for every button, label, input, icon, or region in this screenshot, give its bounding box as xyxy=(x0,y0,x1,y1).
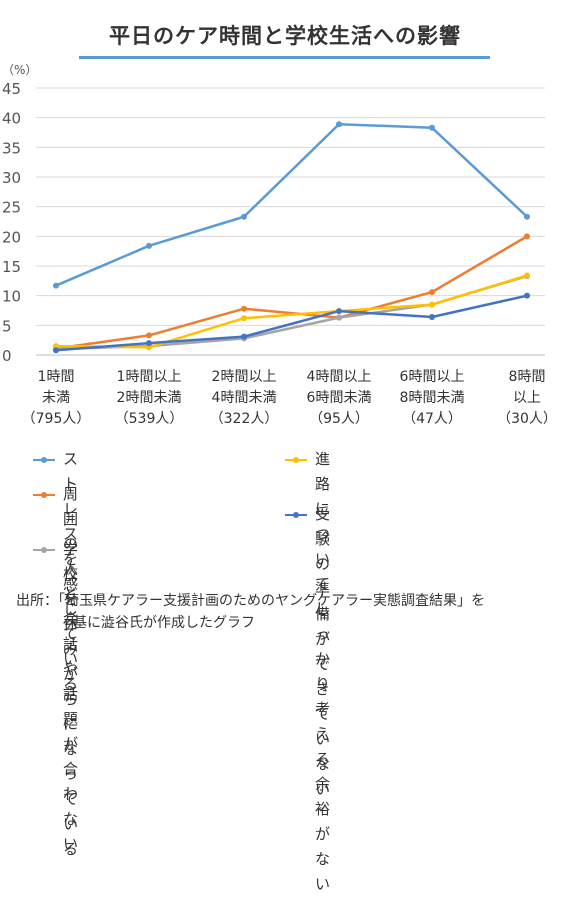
legend-item-exam: 受験の準備ができていない xyxy=(285,505,330,802)
data-point-1-1 xyxy=(146,332,152,339)
y-tick-label-40: 40 xyxy=(2,110,21,128)
data-point-3-0 xyxy=(53,343,59,350)
data-point-4-1 xyxy=(146,340,152,347)
data-point-3-1 xyxy=(146,344,152,351)
data-point-0-1 xyxy=(146,242,152,249)
y-tick-label-20: 20 xyxy=(2,228,21,246)
data-point-1-4 xyxy=(429,289,435,296)
y-tick-label-35: 35 xyxy=(2,139,21,157)
y-tick-label-15: 15 xyxy=(2,258,21,276)
series-line-3 xyxy=(54,274,529,349)
x-tick-label-0-3: （795人） xyxy=(22,411,91,427)
data-point-3-5 xyxy=(524,272,530,279)
y-tick-label-45: 45 xyxy=(2,80,21,98)
x-tick-label-1-3: （539人） xyxy=(115,411,184,427)
y-tick-label-5: 5 xyxy=(2,317,12,335)
data-point-0-2 xyxy=(241,213,247,220)
x-tick-label-3-1: 4時間以上 xyxy=(307,369,372,385)
x-tick-label-0-2: 未満 xyxy=(42,390,70,406)
y-tick-label-25: 25 xyxy=(2,199,21,217)
title-underline xyxy=(79,56,490,59)
x-tick-label-2-1: 2時間以上 xyxy=(212,369,277,385)
data-point-4-3 xyxy=(336,308,342,315)
data-point-4-5 xyxy=(524,292,530,299)
x-tick-label-3-3: （95人） xyxy=(309,411,369,427)
x-tick-label-4-2: 8時間未満 xyxy=(400,390,465,406)
data-point-0-4 xyxy=(429,124,435,131)
x-tick-label-5-3: （30人） xyxy=(497,411,557,427)
series-line-4 xyxy=(54,294,529,352)
series-line-0 xyxy=(54,122,529,287)
data-point-0-3 xyxy=(336,121,342,128)
x-tick-label-5-2: 以上 xyxy=(513,390,541,406)
source-line-2: 基に澁谷氏が作成したグラフ xyxy=(73,615,255,631)
x-tick-label-1-2: 2時間未満 xyxy=(117,390,182,406)
legend-label-exam: 受験の準備ができていない xyxy=(315,505,331,798)
x-tick-label-4-3: （47人） xyxy=(402,411,462,427)
legend-swatch-conversation xyxy=(33,487,55,501)
source-note: 出所：「埼玉県ケアラー支援計画のためのヤングケアラー実態調査結果」を 基に澁谷氏… xyxy=(16,590,561,634)
source-line-1: 出所：「埼玉県ケアラー支援計画のためのヤングケアラー実態調査結果」を xyxy=(16,593,485,609)
legend-swatch-absence xyxy=(33,542,55,556)
legend-swatch-exam xyxy=(285,507,307,521)
legend-swatch-stress xyxy=(33,452,55,466)
chart-title: 平日のケア時間と学校生活への影響 xyxy=(109,24,461,48)
data-point-3-4 xyxy=(429,301,435,308)
data-point-2-3 xyxy=(336,314,342,321)
data-point-1-2 xyxy=(241,305,247,312)
x-tick-label-5-1: 8時間 xyxy=(509,369,546,385)
data-point-4-0 xyxy=(53,347,59,354)
data-point-3-2 xyxy=(241,315,247,322)
x-tick-label-2-2: 4時間未満 xyxy=(212,390,277,406)
x-tick-label-0-1: 1時間 xyxy=(38,369,75,385)
x-tick-label-3-2: 6時間未満 xyxy=(307,390,372,406)
legend-label-absence: 学校を休みがちになっている xyxy=(63,540,79,858)
legend-swatch-career xyxy=(285,452,307,466)
x-tick-label-1-1: 1時間以上 xyxy=(117,369,182,385)
series-line-1 xyxy=(54,235,529,350)
y-tick-label-0: 0 xyxy=(2,347,12,365)
data-point-1-5 xyxy=(524,233,530,240)
y-unit-label: （%） xyxy=(2,63,37,77)
x-tick-label-2-3: （322人） xyxy=(210,411,279,427)
data-point-0-0 xyxy=(53,282,59,289)
data-point-4-2 xyxy=(241,333,247,340)
data-point-4-4 xyxy=(429,314,435,321)
y-tick-label-30: 30 xyxy=(2,169,21,187)
x-tick-label-4-1: 6時間以上 xyxy=(400,369,465,385)
y-tick-label-10: 10 xyxy=(2,288,21,306)
data-point-0-5 xyxy=(524,213,530,220)
